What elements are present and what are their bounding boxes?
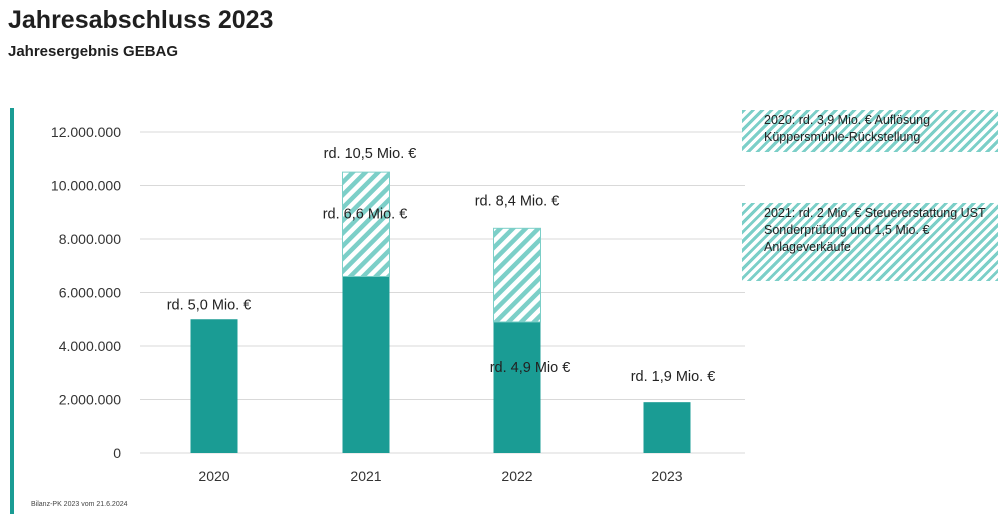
legend-note-2021: 2021: rd. 2 Mio. € Steuererstattung UST … [742, 203, 998, 281]
legend-note-2021-text: 2021: rd. 2 Mio. € Steuererstattung UST … [764, 206, 986, 254]
bar-solid-2020 [190, 319, 238, 453]
y-tick-label: 4.000.000 [59, 338, 121, 354]
y-tick-label: 10.000.000 [51, 178, 121, 194]
data-label: rd. 5,0 Mio. € [167, 297, 252, 313]
bar-hatched-2022 [493, 227, 541, 323]
hatch-swatch [742, 110, 998, 152]
y-tick-label: 0 [113, 445, 121, 461]
bar-solid-2023 [643, 402, 691, 453]
legend-note-2020: 2020: rd. 3,9 Mio. € Auflösung Küppersmü… [742, 110, 998, 152]
data-label: rd. 1,9 Mio. € [631, 369, 716, 385]
legend-note-2020-text: 2020: rd. 3,9 Mio. € Auflösung Küppersmü… [764, 113, 931, 144]
footer-note: Bilanz-PK 2023 vom 21.6.2024 [31, 501, 128, 508]
data-label: rd. 4,9 Mio € [490, 360, 571, 376]
bar-solid-2021 [342, 276, 390, 453]
y-tick-label: 6.000.000 [59, 285, 121, 301]
page-subtitle: Jahresergebnis GEBAG [8, 43, 179, 60]
bar-hatched-2021 [342, 171, 390, 277]
y-tick-label: 12.000.000 [51, 124, 121, 140]
page-title: Jahresabschluss 2023 [8, 6, 274, 34]
x-tick-label: 2023 [651, 468, 682, 484]
x-tick-label: 2020 [198, 468, 229, 484]
x-tick-label: 2022 [501, 468, 532, 484]
x-tick-label: 2021 [350, 468, 381, 484]
hatch-swatch [742, 203, 998, 281]
y-tick-label: 8.000.000 [59, 231, 121, 247]
data-label: rd. 10,5 Mio. € [324, 146, 417, 162]
bar-solid-2022 [493, 321, 541, 453]
data-label: rd. 8,4 Mio. € [475, 193, 560, 209]
accent-bar [10, 108, 14, 514]
data-label: rd. 6,6 Mio. € [323, 206, 408, 222]
y-tick-label: 2.000.000 [59, 392, 121, 408]
